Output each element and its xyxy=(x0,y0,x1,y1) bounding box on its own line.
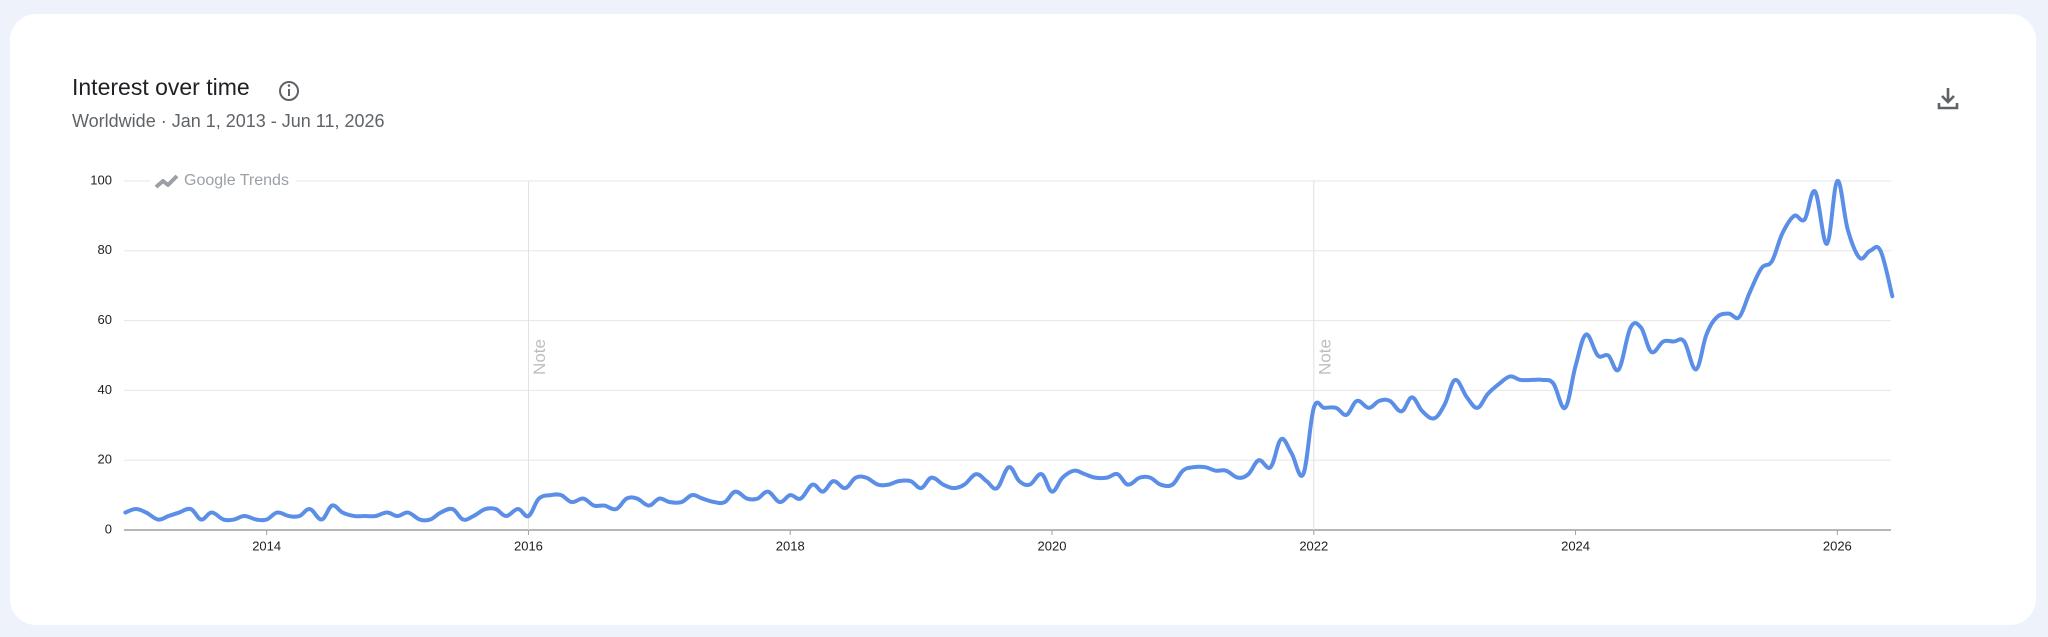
x-tick-label: 2018 xyxy=(776,538,805,553)
watermark: Google Trends xyxy=(184,172,289,189)
note-label: Note xyxy=(1315,339,1334,375)
y-tick-label: 100 xyxy=(90,172,112,187)
trend-line xyxy=(123,178,1895,523)
y-tick-label: 40 xyxy=(98,382,112,397)
card xyxy=(10,14,2036,625)
x-tick-label: 2020 xyxy=(1038,538,1067,553)
info-icon[interactable] xyxy=(279,81,299,101)
x-tick-label: 2016 xyxy=(514,538,543,553)
download-icon[interactable] xyxy=(1937,88,1959,110)
y-tick-label: 80 xyxy=(98,242,112,257)
chart-subtitle: Worldwide · Jan 1, 2013 - Jun 11, 2026 xyxy=(72,111,385,131)
x-tick-label: 2024 xyxy=(1561,538,1590,553)
y-tick-label: 20 xyxy=(98,452,112,467)
plot-area: 0 20 40 60 80 100 2014 2016 2018 2020 2022 2024 2026… xyxy=(90,169,1895,553)
x-tick-label: 2026 xyxy=(1823,538,1852,553)
x-tick-label: 2014 xyxy=(252,538,281,553)
chart-title: Interest over time xyxy=(72,74,250,100)
watermark-icon xyxy=(154,174,179,189)
y-tick-label: 60 xyxy=(98,312,112,327)
x-tick-label: 2022 xyxy=(1299,538,1328,553)
note-label: Note xyxy=(530,339,549,375)
y-tick-label: 0 xyxy=(105,521,112,536)
